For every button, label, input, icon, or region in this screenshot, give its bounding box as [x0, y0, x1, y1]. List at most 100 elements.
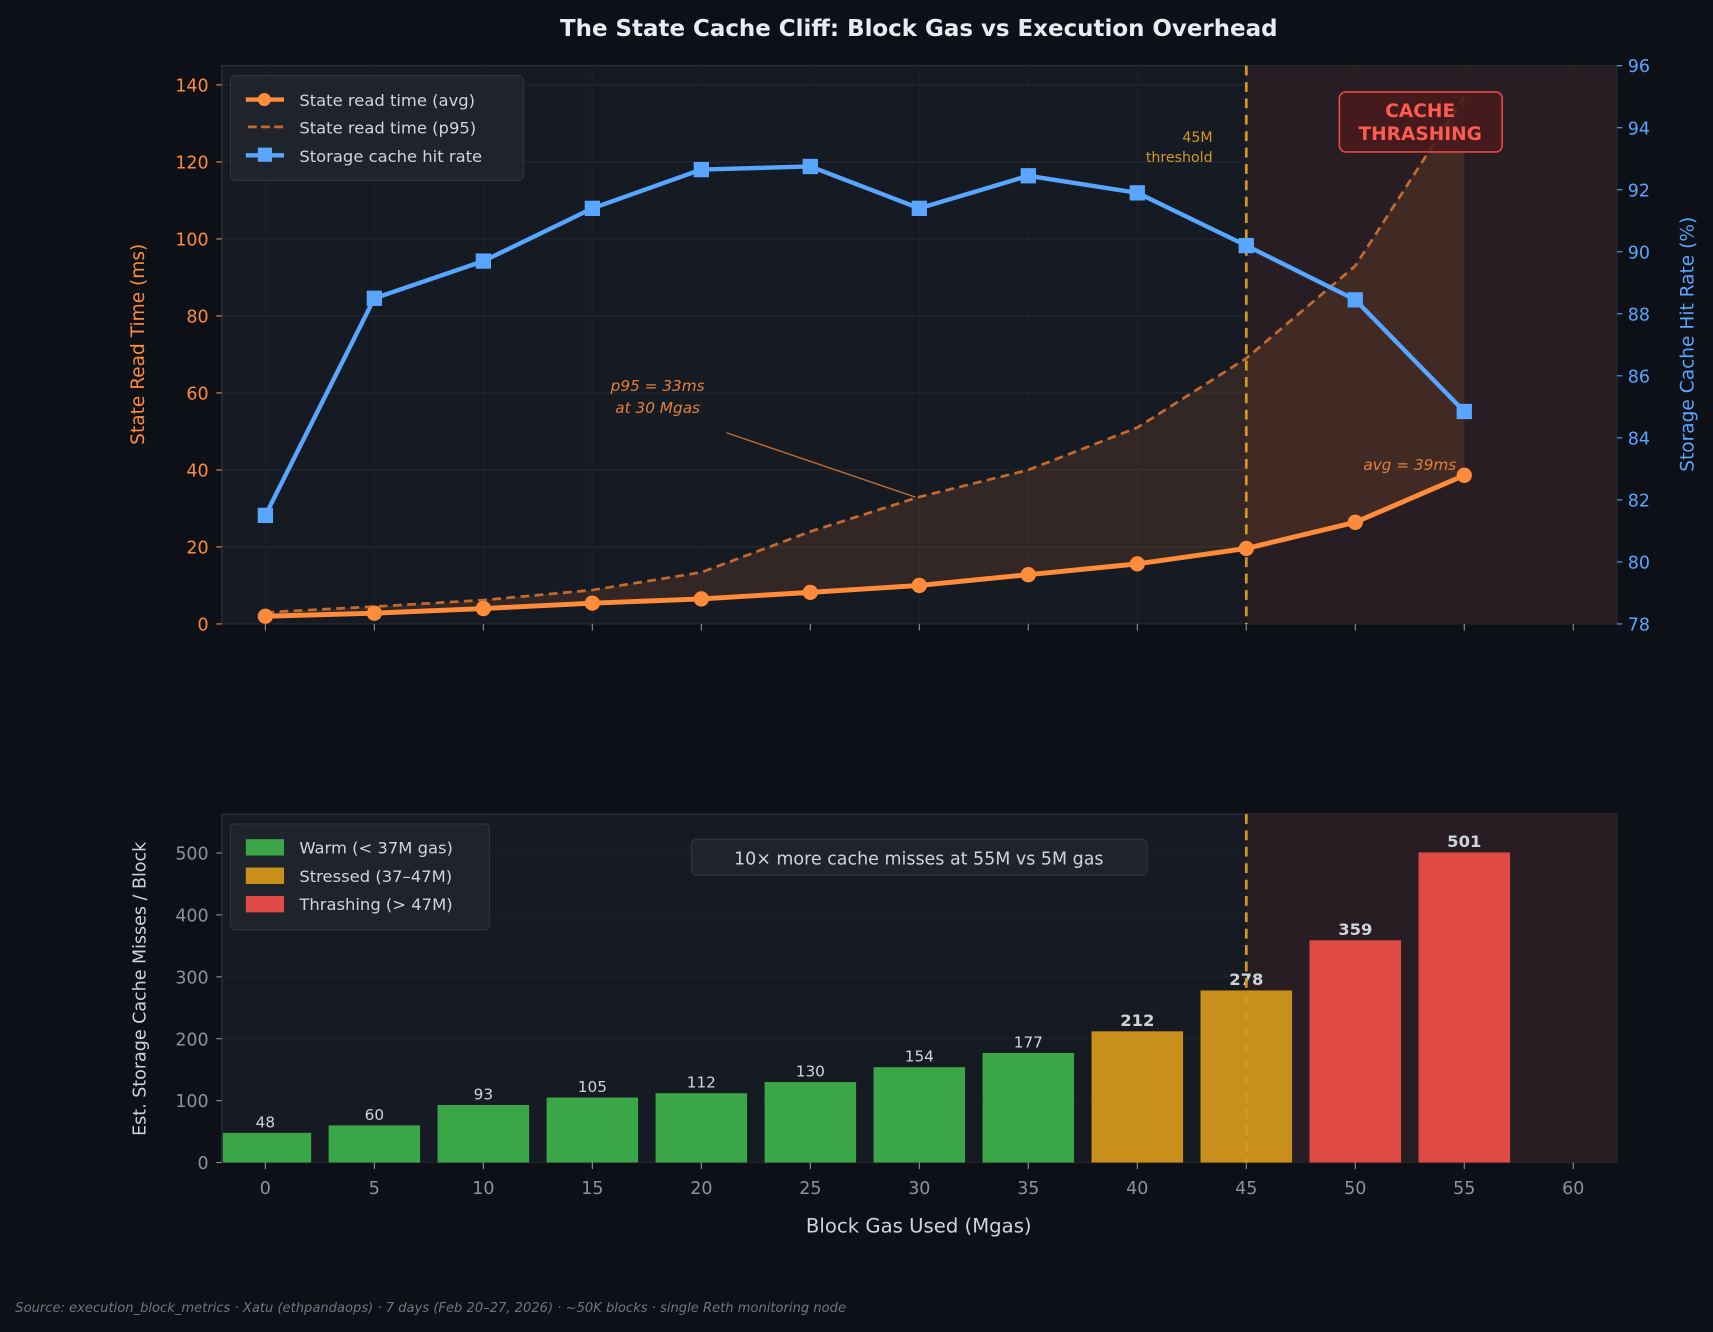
ratio-annotation-box	[690, 838, 1148, 876]
bar-thrashing	[1309, 940, 1402, 1163]
y-tick-label: 80	[186, 307, 208, 327]
bar-warm	[655, 1093, 748, 1163]
y-tick-label: 300	[175, 968, 208, 988]
p95-annotation-arrow	[726, 432, 916, 498]
legend-box	[229, 74, 524, 181]
hit-rate-point	[1129, 185, 1145, 201]
y-tick-label: 0	[198, 615, 209, 635]
bar-warm	[873, 1067, 966, 1163]
y-tick-label: 200	[175, 1030, 208, 1050]
bar-warm	[764, 1082, 857, 1163]
avg-point	[1020, 567, 1036, 583]
legend-warm-swatch	[245, 839, 285, 856]
hit-rate-point	[802, 158, 818, 175]
x-tick-label: 50	[1344, 1179, 1366, 1199]
x-tick-label: 60	[1562, 1179, 1584, 1199]
x-tick-label: 25	[799, 1179, 821, 1199]
hit-rate-point	[366, 290, 383, 306]
ratio-annotation: 10× more cache misses at 55M vs 5M gas	[734, 849, 1104, 869]
bar-value-label: 501	[1447, 832, 1481, 851]
hit-rate-point	[475, 253, 491, 269]
legend-warm-label: Warm (< 37M gas)	[299, 838, 453, 857]
y2-tick-label: 92	[1628, 181, 1650, 201]
avg-point	[1456, 467, 1472, 483]
y2-tick-label: 84	[1628, 429, 1650, 449]
p95-annotation-2: at 30 Mgas	[615, 399, 700, 417]
p95-line	[265, 95, 1466, 614]
thrashing-zone	[1246, 65, 1617, 624]
avg-point	[911, 577, 927, 594]
avg-point	[1238, 540, 1254, 557]
y-tick-label: 20	[186, 538, 208, 558]
legend-hit-label: Storage cache hit rate	[299, 147, 482, 166]
threshold-label-1: 45M	[1182, 130, 1212, 146]
legend-avg-label: State read time (avg)	[299, 91, 475, 110]
bar-warm	[222, 1132, 312, 1163]
bar-stressed	[1091, 1031, 1184, 1163]
x-tick-label: 5	[369, 1179, 380, 1199]
bar-value-label: 212	[1120, 1011, 1154, 1030]
x-tick-label: 35	[1017, 1179, 1039, 1199]
y2-tick-label: 82	[1628, 491, 1650, 511]
y2-tick-label: 94	[1628, 119, 1650, 139]
threshold-label-2: threshold	[1146, 150, 1213, 166]
bar-value-label: 359	[1338, 920, 1372, 939]
hit-rate-point	[911, 200, 927, 216]
avg-point	[475, 600, 491, 617]
y-tick-label: 120	[175, 153, 208, 173]
avg-point	[1129, 556, 1145, 572]
right-y-axis-title: Storage Cache Hit Rate (%)	[1677, 217, 1698, 472]
y2-tick-label: 80	[1628, 553, 1650, 573]
hit-rate-point	[257, 507, 274, 524]
x-tick-label: 15	[581, 1179, 603, 1199]
hit-rate-point	[693, 161, 709, 178]
source-footer: Source: execution_block_metrics · Xatu (…	[15, 1301, 846, 1316]
bar-warm	[546, 1097, 639, 1163]
y2-tick-label: 78	[1628, 615, 1650, 635]
top-chart: 0 20 40 60 80 100 120 140 78 80 82 84 86 88 90 92 94 96 4…	[128, 57, 1698, 635]
legend-p95-label: State read time (p95)	[299, 118, 476, 137]
y2-tick-label: 96	[1628, 57, 1650, 77]
hit-rate-point	[584, 200, 600, 216]
bar-warm	[328, 1125, 421, 1163]
thrashing-label-2: THRASHING	[1358, 124, 1481, 145]
avg-point	[802, 584, 818, 601]
y-tick-label: 100	[175, 1092, 208, 1112]
bar-warm	[982, 1052, 1075, 1163]
avg-point	[366, 605, 383, 621]
x-axis-title: Block Gas Used (Mgas)	[806, 1214, 1032, 1237]
hit-rate-point	[1020, 168, 1036, 184]
hit-rate-point	[1238, 237, 1254, 254]
y-tick-label: 140	[175, 76, 208, 96]
x-tick-label: 0	[260, 1179, 271, 1199]
chart-title: The State Cache Cliff: Block Gas vs Exec…	[560, 16, 1278, 42]
bar-value-label: 105	[578, 1078, 607, 1096]
legend-thrashing-label: Thrashing (> 47M)	[298, 895, 452, 914]
y-tick-label: 0	[198, 1154, 209, 1174]
y-tick-label: 40	[186, 461, 208, 481]
avg-point	[584, 595, 600, 611]
thrashing-zone-badge	[1338, 91, 1503, 153]
p95-annotation-1: p95 = 33ms	[610, 377, 705, 395]
x-tick-label: 30	[908, 1179, 930, 1199]
bar-warm	[437, 1104, 530, 1163]
legend-box	[229, 823, 490, 931]
bottom-legend: Warm (< 37M gas) Stressed (37–47M) Thras…	[229, 823, 490, 931]
p95-avg-band	[265, 96, 1465, 617]
legend-avg-marker	[257, 92, 271, 107]
bar-value-label: 60	[365, 1106, 384, 1124]
x-tick-label: 20	[690, 1179, 712, 1199]
y-tick-label: 400	[175, 906, 208, 926]
legend-thrashing-swatch	[245, 895, 285, 913]
bottom-chart: 0 100 200 300 400 500 0 5 10 15 20 25 30 35 40 45 50 55 60…	[130, 813, 1618, 1237]
y2-tick-label: 88	[1628, 305, 1650, 325]
avg-annotation: avg = 39ms	[1363, 456, 1456, 474]
thrashing-label-1: CACHE	[1385, 101, 1455, 122]
y-tick-label: 60	[186, 384, 208, 404]
y2-tick-label: 90	[1628, 243, 1650, 263]
bar-value-label: 130	[796, 1063, 825, 1081]
x-tick-label: 40	[1126, 1179, 1148, 1199]
x-tick-label: 45	[1235, 1179, 1257, 1199]
y-tick-label: 500	[175, 845, 208, 865]
